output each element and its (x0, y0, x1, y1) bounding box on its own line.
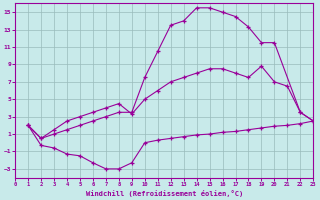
X-axis label: Windchill (Refroidissement éolien,°C): Windchill (Refroidissement éolien,°C) (85, 190, 243, 197)
